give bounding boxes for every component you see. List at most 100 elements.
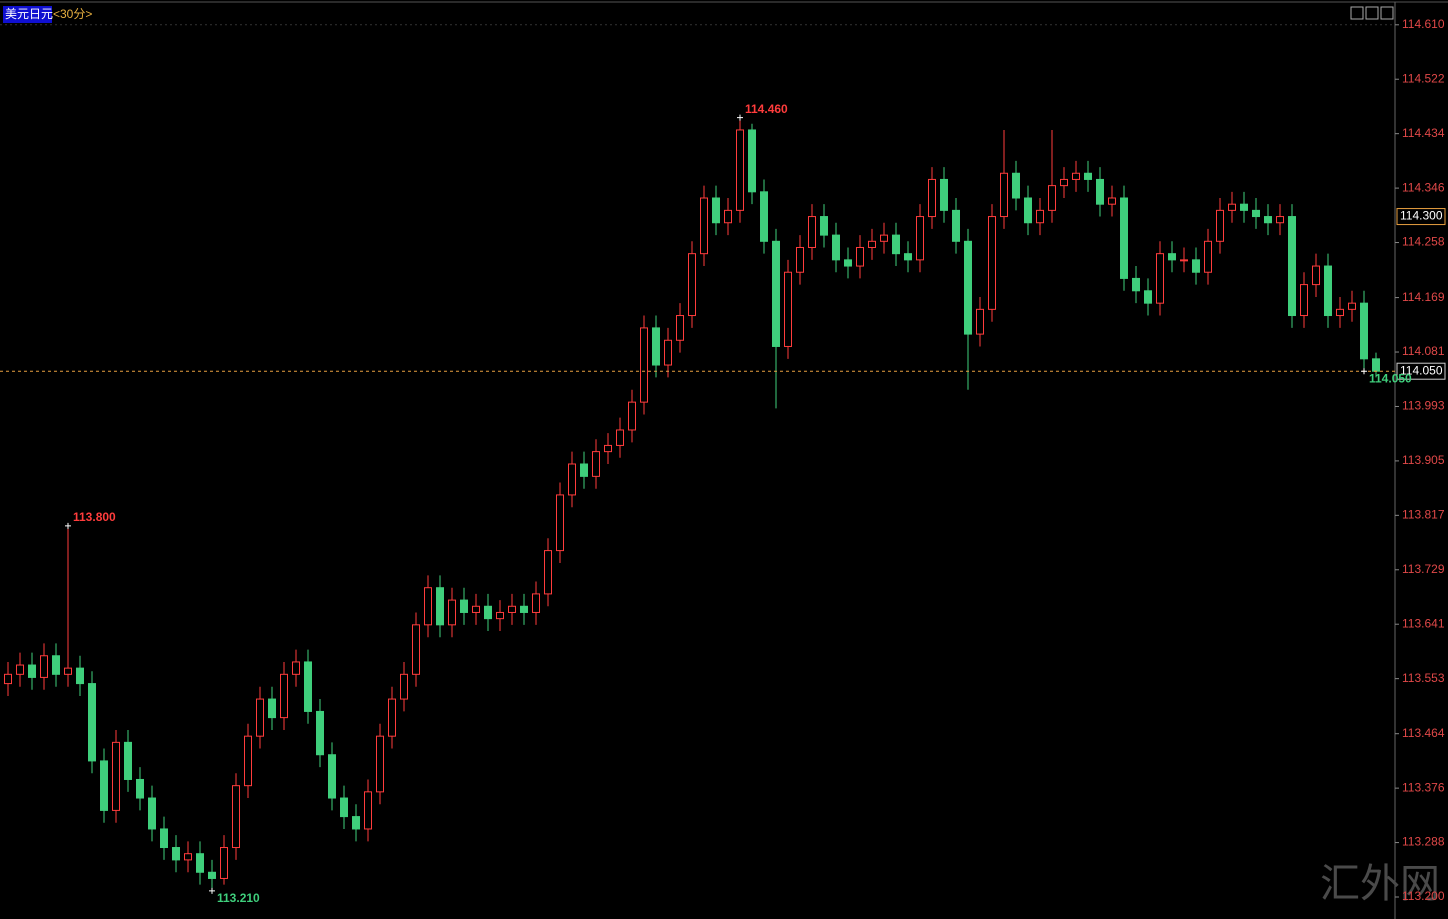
- candle-body: [352, 816, 360, 830]
- period[interactable]: <30分>: [53, 7, 92, 21]
- y-tick-label: 113.729: [1402, 562, 1445, 576]
- extreme-label: 113.210: [217, 891, 260, 905]
- candle-body: [1120, 197, 1128, 279]
- candle-body: [28, 664, 36, 678]
- candle-body: [328, 754, 336, 799]
- candle-body: [712, 197, 720, 224]
- candle-body: [1108, 197, 1116, 205]
- y-tick-label: 114.258: [1402, 235, 1445, 249]
- candle-body: [1324, 265, 1332, 317]
- candle-body: [676, 315, 684, 341]
- candle-body: [436, 587, 444, 626]
- candle-body: [1252, 209, 1260, 218]
- candle-body: [904, 253, 912, 261]
- candle-body: [1072, 172, 1080, 180]
- candle-body: [4, 673, 12, 685]
- candle-body: [820, 216, 828, 236]
- candle-body: [988, 216, 996, 310]
- candle-body: [136, 778, 144, 799]
- candle-body: [472, 605, 480, 613]
- candle-body: [412, 624, 420, 675]
- candle-body: [832, 234, 840, 261]
- y-tick-label: 113.817: [1402, 508, 1445, 522]
- candle-body: [1192, 259, 1200, 273]
- candle-body: [976, 308, 984, 335]
- candle-body: [1144, 290, 1152, 304]
- candle-body: [772, 240, 780, 347]
- candle-body: [1300, 284, 1308, 317]
- candle-body: [340, 797, 348, 818]
- candle-body: [880, 234, 888, 242]
- candle-body: [1036, 209, 1044, 224]
- candle-body: [616, 429, 624, 446]
- candle-body: [316, 710, 324, 756]
- y-tick-label: 113.288: [1402, 835, 1445, 849]
- candle-body: [532, 593, 540, 613]
- candle-body: [172, 847, 180, 861]
- candle-body: [1132, 277, 1140, 292]
- candle-body: [304, 661, 312, 712]
- candle-body: [1372, 358, 1380, 372]
- tool-button[interactable]: [1365, 6, 1379, 20]
- candle-body: [664, 339, 672, 366]
- candle-body: [520, 605, 528, 613]
- candle-body: [844, 259, 852, 267]
- candle-body: [1360, 302, 1368, 360]
- extreme-label: 114.460: [745, 102, 788, 116]
- candle-body: [1000, 172, 1008, 218]
- candle-body: [784, 271, 792, 347]
- candle-body: [256, 698, 264, 737]
- candle-body: [16, 664, 24, 675]
- extreme-marker: [737, 114, 743, 121]
- y-tick-label: 113.641: [1402, 616, 1445, 630]
- y-tick-label: 113.464: [1402, 726, 1445, 740]
- candle-body: [1048, 185, 1056, 211]
- candle-body: [1312, 265, 1320, 286]
- candle-body: [184, 853, 192, 861]
- candle-body: [1060, 178, 1068, 187]
- candle-body: [424, 587, 432, 626]
- candle-body: [220, 847, 228, 879]
- candle-body: [1180, 259, 1188, 262]
- candle-body: [496, 611, 504, 620]
- candle-body: [1084, 172, 1092, 180]
- candle-body: [100, 760, 108, 811]
- candle-body: [400, 673, 408, 700]
- candle-body: [448, 599, 456, 626]
- candle-body: [1204, 240, 1212, 273]
- candle-body: [592, 451, 600, 477]
- y-tick-label: 113.376: [1402, 780, 1445, 794]
- candle-body: [940, 178, 948, 211]
- y-tick-label: 113.993: [1402, 399, 1445, 413]
- candle-body: [1240, 203, 1248, 211]
- candle-body: [124, 741, 132, 780]
- tool-button[interactable]: [1350, 6, 1364, 20]
- candle-body: [232, 785, 240, 849]
- candle-body: [376, 735, 384, 793]
- extreme-label: 113.800: [73, 510, 116, 524]
- candle-body: [64, 667, 72, 675]
- candle-body: [868, 240, 876, 248]
- candle-body: [808, 216, 816, 248]
- candle-body: [1216, 209, 1224, 242]
- candle-body: [1276, 216, 1284, 224]
- candle-body: [760, 191, 768, 242]
- y-tick-label: 114.346: [1402, 180, 1445, 194]
- candle-body: [688, 253, 696, 317]
- candle-body: [604, 444, 612, 453]
- candle-body: [700, 197, 708, 255]
- candle-body: [244, 735, 252, 787]
- candle-body: [568, 463, 576, 496]
- candle-body: [1096, 178, 1104, 205]
- candle-body: [208, 871, 216, 879]
- candle-body: [1024, 197, 1032, 224]
- watermark: 汇外网: [1320, 861, 1440, 907]
- candle-body: [796, 246, 804, 273]
- candle-body: [196, 853, 204, 873]
- candle-body: [508, 605, 516, 613]
- symbol-bg: [3, 6, 52, 23]
- tool-button[interactable]: [1380, 6, 1394, 20]
- marker-price-box: [1396, 208, 1446, 226]
- candle-body: [952, 209, 960, 242]
